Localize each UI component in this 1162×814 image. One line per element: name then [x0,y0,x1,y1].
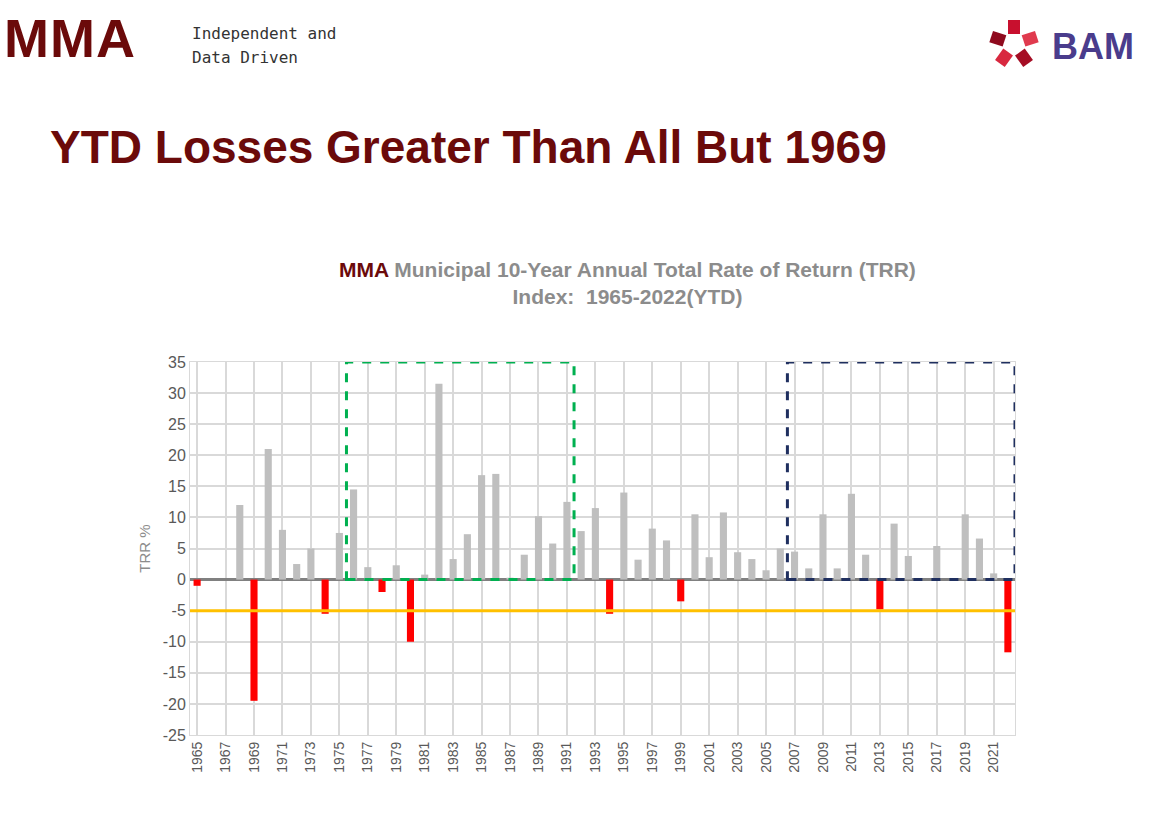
svg-text:1971: 1971 [274,741,290,772]
svg-text:-20: -20 [163,696,186,713]
svg-text:MMA Municipal 10-Year Annual T: MMA Municipal 10-Year Annual Total Rate … [339,260,916,308]
svg-text:5: 5 [177,540,186,557]
svg-text:-5: -5 [172,602,186,619]
svg-text:-10: -10 [163,633,186,650]
svg-text:1983: 1983 [445,741,461,772]
svg-text:1985: 1985 [473,741,489,772]
svg-text:2021: 2021 [985,741,1001,772]
svg-text:1965: 1965 [189,741,205,772]
svg-text:1979: 1979 [388,741,404,772]
svg-text:-25: -25 [163,727,186,744]
svg-text:0: 0 [177,571,186,588]
svg-text:1997: 1997 [644,741,660,772]
svg-text:1969: 1969 [246,741,262,772]
svg-text:30: 30 [168,385,186,402]
html-text:BAM: BAM [1052,26,1134,67]
svg-text:1981: 1981 [416,741,432,772]
svg-text:15: 15 [168,478,186,495]
html-text:Data Driven: Data Driven [192,48,298,67]
svg-text:25: 25 [168,416,186,433]
svg-text:1987: 1987 [502,741,518,772]
svg-text:2007: 2007 [786,741,802,772]
svg-text:1973: 1973 [302,741,318,772]
svg-text:1991: 1991 [558,741,574,772]
html-text:MMA: MMA [4,8,136,68]
svg-text:2001: 2001 [701,741,717,772]
svg-text:-15: -15 [163,664,186,681]
svg-text:1975: 1975 [331,741,347,772]
svg-text:2017: 2017 [928,741,944,772]
svg-text:2013: 2013 [871,741,887,772]
svg-text:2003: 2003 [729,741,745,772]
svg-text:1995: 1995 [615,741,631,772]
svg-text:2015: 2015 [900,741,916,772]
svg-text:10: 10 [168,509,186,526]
svg-text:2009: 2009 [815,741,831,772]
svg-text:20: 20 [168,447,186,464]
svg-text:1999: 1999 [672,741,688,772]
html-text:Independent and: Independent and [192,24,337,43]
svg-text:TRR %: TRR % [136,524,153,572]
svg-text:1977: 1977 [359,741,375,772]
svg-text:35: 35 [168,354,186,371]
svg-text:2011: 2011 [843,741,859,771]
svg-text:1967: 1967 [217,741,233,772]
html-text:YTD Losses Greater Than All Bu: YTD Losses Greater Than All But 1969 [50,121,887,173]
svg-text:2019: 2019 [957,741,973,772]
svg-text:1993: 1993 [587,741,603,772]
svg-text:1989: 1989 [530,741,546,772]
svg-text:2005: 2005 [758,741,774,772]
